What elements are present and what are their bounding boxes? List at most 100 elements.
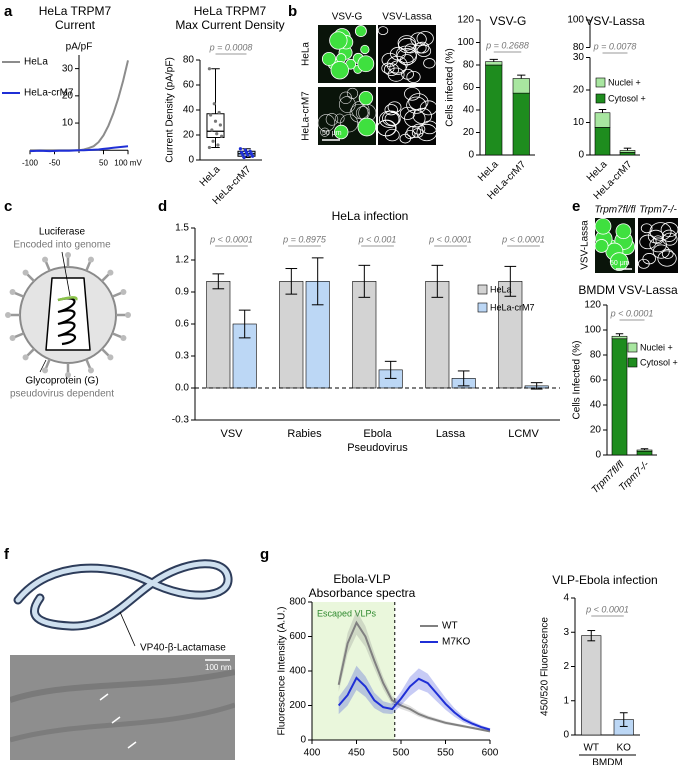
y-tick-label: 60 <box>463 82 475 93</box>
legend-label: Cytosol + <box>640 357 678 367</box>
chart-title: Ebola-VLP <box>333 572 390 586</box>
x-tick-label: -50 <box>49 158 61 167</box>
cell <box>320 127 330 137</box>
y-tick-label: 400 <box>289 666 306 677</box>
annotation: p = 0.8975 <box>282 234 327 244</box>
cell-outline <box>401 68 414 80</box>
legend-label: WT <box>442 621 458 632</box>
point <box>218 123 222 127</box>
leader-line <box>61 251 71 297</box>
cell-outline <box>423 58 436 69</box>
y-tick-label: 10 <box>573 117 585 128</box>
legend-label: HeLa-crM7 <box>490 302 535 312</box>
spike <box>85 260 92 272</box>
y-axis-label: Cells infected (%) <box>445 48 456 126</box>
cell <box>321 51 336 66</box>
x-tick-label: -100 <box>22 158 39 167</box>
bar-segment <box>594 112 611 128</box>
spike-head <box>65 252 71 258</box>
y-tick-label: 80 <box>573 42 585 53</box>
chart-subtitle: Current <box>55 18 96 32</box>
cell-outline <box>384 104 398 116</box>
y-axis-label: 450/520 Fluorescence <box>540 617 551 716</box>
error-band <box>338 665 490 731</box>
cell <box>354 25 367 38</box>
genome-helix <box>57 297 77 346</box>
spike-head <box>42 367 49 374</box>
cell-outline <box>376 119 397 137</box>
cell-outline <box>399 106 416 120</box>
cell-outline <box>410 32 427 47</box>
y-tick-label: 1.2 <box>175 255 189 266</box>
annotation: p = 0.0078 <box>593 41 637 51</box>
cell-outline <box>377 26 389 36</box>
annotation: p < 0.0001 <box>428 234 472 244</box>
legend-label: HeLa-crM7 <box>24 88 74 99</box>
point <box>240 150 244 155</box>
cell-outline <box>382 110 401 127</box>
panel-label: f <box>4 546 10 563</box>
diagram-note: pseudovirus dependent <box>10 389 114 400</box>
cell-outline <box>404 43 417 54</box>
point <box>249 152 253 156</box>
spike-head <box>9 289 16 296</box>
y-tick-label: 80 <box>590 350 602 361</box>
column-label: VSV-G <box>332 12 363 23</box>
cell-outline <box>640 223 653 234</box>
y-tick-label: -0.3 <box>172 415 190 426</box>
legend-label: Nuclei + <box>608 77 641 87</box>
spike-head <box>125 312 131 318</box>
chart-title: VLP-Ebola infection <box>552 573 657 587</box>
y-tick-label: 1.5 <box>175 223 189 234</box>
x-axis-label: Pseudovirus <box>347 442 408 454</box>
chart-title: VSV-G <box>490 14 527 28</box>
point <box>217 110 221 115</box>
chart-subtitle: Absorbance spectra <box>309 586 416 600</box>
cell <box>357 55 375 73</box>
point <box>207 67 212 71</box>
x-axis-label: BMDM <box>592 758 623 765</box>
point <box>209 113 213 117</box>
column-label: Trpm7fl/fl <box>595 205 637 216</box>
point <box>244 150 249 155</box>
spike-head <box>22 269 29 276</box>
spike <box>44 260 51 272</box>
cell <box>358 90 374 106</box>
y-tick-label: 4 <box>563 593 569 604</box>
spike <box>26 273 35 282</box>
point <box>242 155 246 160</box>
y-tick-label: 200 <box>289 700 306 711</box>
cell-outline <box>661 229 677 242</box>
y-tick-label: 40 <box>183 105 195 116</box>
filament <box>15 561 231 629</box>
cell-outline <box>406 96 427 114</box>
legend-swatch <box>477 284 488 295</box>
cell-outline <box>397 35 416 51</box>
y-tick-label: 800 <box>289 597 306 608</box>
point <box>219 134 224 138</box>
chart-title: VSV-Lassa <box>585 14 645 28</box>
legend-label: HeLa <box>24 57 48 68</box>
x-tick-label: WT <box>583 743 599 754</box>
y-tick-label: 20 <box>590 425 602 436</box>
luciferase-gene <box>57 296 78 302</box>
series-line <box>29 145 129 153</box>
point <box>238 147 243 151</box>
y-tick-label: 80 <box>183 55 195 66</box>
leader-line <box>119 611 136 647</box>
x-tick-label: 500 <box>393 748 410 759</box>
y-tick-label: 0 <box>563 730 569 741</box>
y-tick-label: 60 <box>183 80 195 91</box>
x-tick-label: 50 <box>99 158 108 167</box>
error-band <box>338 610 490 733</box>
panel-label: a <box>4 3 13 20</box>
y-tick-label: 20 <box>463 127 475 138</box>
annotation: p < 0.0001 <box>501 234 545 244</box>
cell-outline <box>637 258 650 269</box>
spike-head <box>107 269 114 276</box>
cell <box>594 217 612 235</box>
annotation: p < 0.0001 <box>585 604 629 614</box>
x-tick-label: VSV <box>220 428 243 440</box>
point <box>241 153 245 157</box>
